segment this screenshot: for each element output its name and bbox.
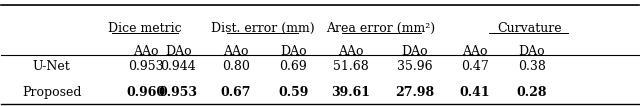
Text: 0.960: 0.960 bbox=[127, 86, 166, 99]
Text: 0.41: 0.41 bbox=[460, 86, 490, 99]
Text: DAo: DAo bbox=[165, 45, 191, 58]
Text: 0.953: 0.953 bbox=[129, 60, 164, 73]
Text: AAo: AAo bbox=[223, 45, 248, 58]
Text: 0.944: 0.944 bbox=[161, 60, 196, 73]
Text: 0.67: 0.67 bbox=[220, 86, 251, 99]
Text: 27.98: 27.98 bbox=[395, 86, 434, 99]
Text: 39.61: 39.61 bbox=[331, 86, 370, 99]
Text: Curvature: Curvature bbox=[497, 22, 562, 35]
Text: 0.47: 0.47 bbox=[461, 60, 488, 73]
Text: DAo: DAo bbox=[518, 45, 545, 58]
Text: U-Net: U-Net bbox=[33, 60, 70, 73]
Text: 51.68: 51.68 bbox=[333, 60, 369, 73]
Text: AAo: AAo bbox=[338, 45, 364, 58]
Text: DAo: DAo bbox=[401, 45, 428, 58]
Text: AAo: AAo bbox=[134, 45, 159, 58]
Text: AAo: AAo bbox=[462, 45, 487, 58]
Text: 0.28: 0.28 bbox=[516, 86, 547, 99]
Text: 0.38: 0.38 bbox=[518, 60, 546, 73]
Text: Area error (mm²): Area error (mm²) bbox=[326, 22, 435, 35]
Text: Dice metric: Dice metric bbox=[108, 22, 181, 35]
Text: Dist. error (mm): Dist. error (mm) bbox=[211, 22, 314, 35]
Text: Proposed: Proposed bbox=[22, 86, 81, 99]
Text: 0.69: 0.69 bbox=[279, 60, 307, 73]
Text: 0.953: 0.953 bbox=[159, 86, 198, 99]
Text: DAo: DAo bbox=[280, 45, 307, 58]
Text: 35.96: 35.96 bbox=[397, 60, 433, 73]
Text: 0.59: 0.59 bbox=[278, 86, 308, 99]
Text: 0.80: 0.80 bbox=[222, 60, 250, 73]
